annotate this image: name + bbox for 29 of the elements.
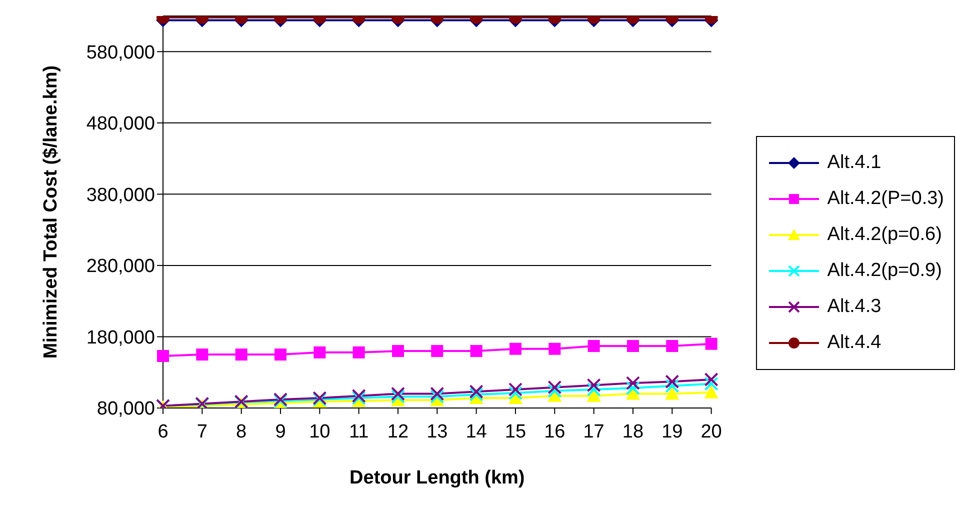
x-tick-label: 18 [622, 421, 644, 442]
legend-label: Alt.4.2(p=0.6) [827, 224, 942, 246]
x-tick-label: 11 [348, 421, 369, 442]
x-tick-label: 19 [662, 421, 683, 442]
y-tick-label: 580,000 [86, 42, 155, 64]
x-tick-label: 17 [583, 421, 604, 442]
y-tick-label: 480,000 [86, 114, 155, 135]
x-tick-label: 10 [309, 421, 330, 442]
x-tick-label: 7 [196, 421, 208, 442]
x-axis-title: Detour Length (km) [350, 467, 525, 488]
x-tick-label: 20 [700, 421, 722, 442]
y-tick-label: 180,000 [86, 327, 155, 348]
legend-label: Alt.4.2(P=0.3) [827, 188, 944, 210]
legend-label: Alt.4.2(p=0.9) [827, 260, 942, 282]
y-tick-label: 280,000 [86, 256, 155, 278]
x-tick-label: 8 [236, 421, 247, 442]
x-tick-label: 15 [504, 421, 526, 442]
legend-label: Alt.4.3 [827, 296, 882, 318]
x-tick-label: 16 [544, 421, 566, 442]
x-tick-label: 12 [387, 421, 409, 442]
x-tick-label: 6 [158, 421, 168, 442]
y-axis-title: Minimized Total Cost ($/lane.km) [40, 65, 62, 359]
legend-label: Alt.4.4 [827, 332, 882, 354]
legend-label: Alt.4.1 [827, 152, 882, 174]
y-tick-label: 80,000 [96, 398, 155, 420]
y-tick-label: 380,000 [86, 184, 155, 206]
x-tick-label: 13 [426, 421, 448, 442]
x-tick-label: 14 [466, 421, 488, 442]
x-tick-label: 9 [275, 421, 286, 442]
